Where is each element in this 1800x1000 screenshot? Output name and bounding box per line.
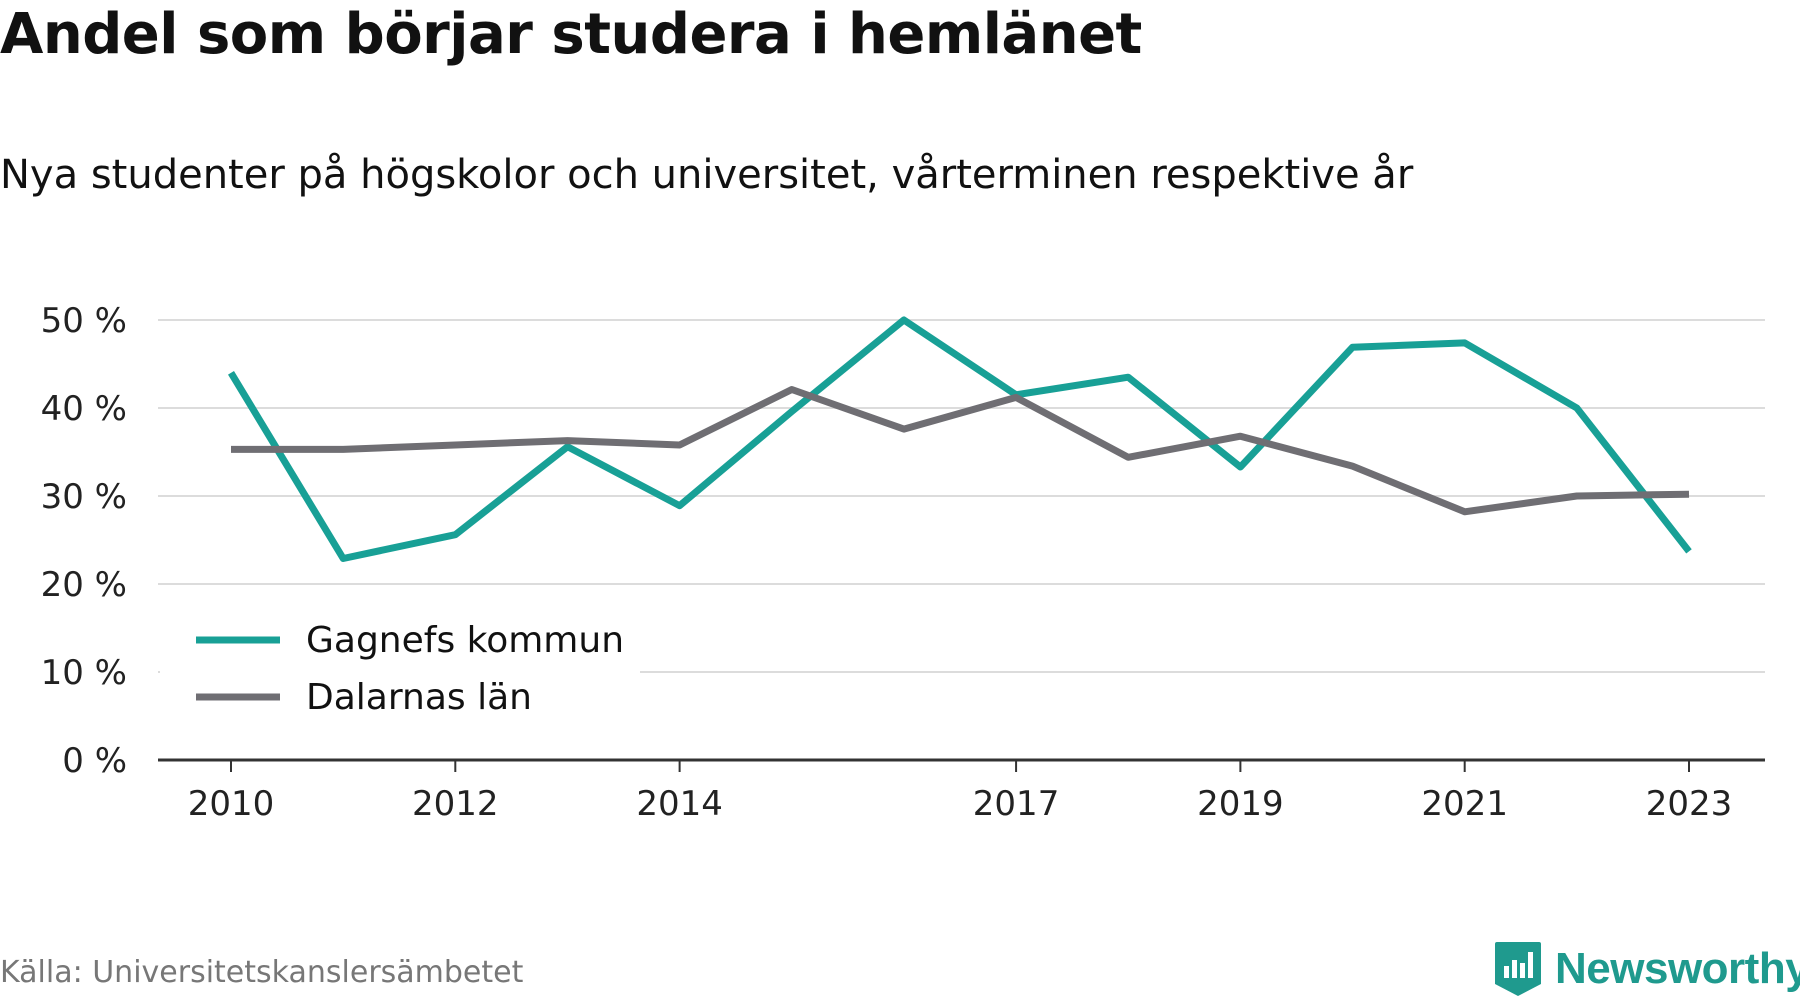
legend-label-gagnefs-kommun: Gagnefs kommun: [306, 620, 624, 661]
x-tick-label: 2012: [412, 784, 499, 824]
x-tick-label: 2023: [1646, 784, 1733, 824]
chart-title: Andel som börjar studera i hemlänet: [0, 2, 1142, 67]
y-axis: 0 % 10 % 20 % 30 % 40 % 50 %: [41, 301, 127, 781]
y-tick-label: 0 %: [62, 741, 127, 781]
legend-label-dalarnas-l-n: Dalarnas län: [306, 677, 532, 718]
x-axis: 2010 2012 2014 2017 2019 2021 2023: [158, 758, 1765, 824]
legend: Gagnefs kommun Dalarnas län: [160, 608, 640, 718]
y-tick-label: 20 %: [41, 565, 127, 605]
chart-subtitle: Nya studenter på högskolor och universit…: [0, 152, 1414, 198]
y-tick-label: 30 %: [41, 477, 127, 517]
y-tick-label: 40 %: [41, 389, 127, 429]
brand-name: Newsworthy: [1555, 944, 1800, 993]
series-line-gagnefs-kommun: [228, 316, 1692, 562]
series-lines: [228, 316, 1692, 562]
x-tick-label: 2017: [973, 784, 1060, 824]
y-tick-label: 50 %: [41, 301, 127, 341]
y-tick-label: 10 %: [41, 653, 127, 693]
x-tick-label: 2021: [1421, 784, 1508, 824]
x-tick-label: 2019: [1197, 784, 1284, 824]
series-line-dalarnas-l-n: [231, 386, 1690, 516]
newsworthy-logo-icon: [1495, 942, 1541, 996]
source-note: Källa: Universitetskanslersämbetet: [0, 955, 524, 990]
x-tick-label: 2010: [188, 784, 275, 824]
x-tick-label: 2014: [636, 784, 723, 824]
brand-logo: Newsworthy: [1493, 940, 1800, 998]
